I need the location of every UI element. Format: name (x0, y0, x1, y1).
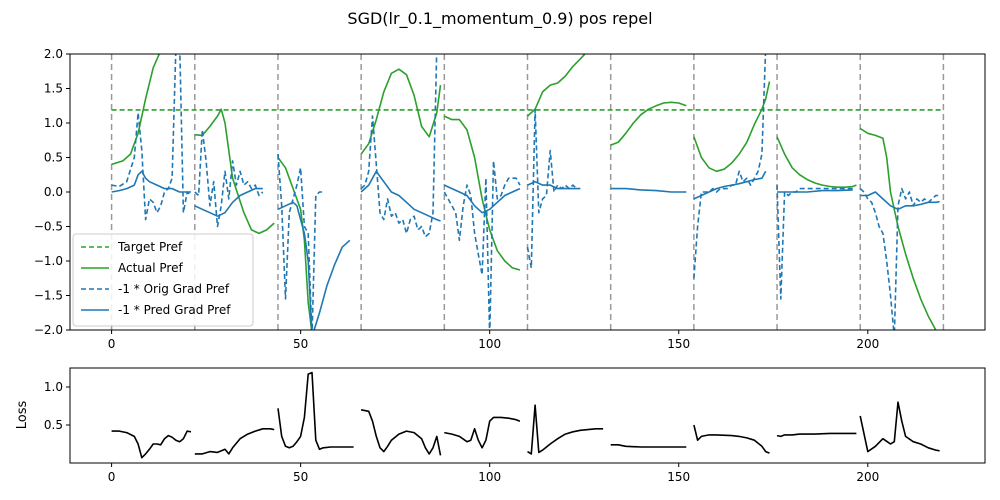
series-1-pred-grad-pref-segment-4 (360, 170, 441, 222)
series-loss-segment-7 (693, 424, 770, 454)
x-tick-label: 100 (478, 337, 501, 351)
y-tick-label: 1.5 (44, 82, 63, 96)
legend-label-2: -1 * Orig Grad Pref (118, 282, 230, 296)
series-1-pred-grad-pref-segment-3 (313, 239, 351, 330)
loss-axis-label: Loss (15, 401, 30, 430)
x-tick-label: 200 (856, 470, 879, 484)
series-1-orig-grad-pref-segment-4 (443, 160, 521, 330)
series-actual-pref-segment-1 (194, 108, 275, 235)
loss-series-layer (111, 371, 940, 459)
series-loss-segment-5 (527, 404, 604, 455)
series-1-pred-grad-pref-segment-5 (443, 184, 521, 214)
series-1-pred-grad-pref-segment-10 (860, 191, 940, 211)
series-actual-pref-segment-8 (776, 136, 857, 188)
series-actual-pref-segment-4 (443, 115, 521, 271)
series-actual-pref-segment-6 (610, 101, 687, 146)
series-loss-segment-3 (360, 409, 442, 456)
y-tick-label: 1.0 (44, 380, 63, 394)
y-tick-label: −1.0 (34, 254, 63, 268)
series-actual-pref-segment-5 (526, 54, 586, 117)
x-tick-label: 150 (667, 337, 690, 351)
top-chart: 0 50 100 150 200 −2.0 −1.5 −1.0 −0.5 0.0 0.5 1.0 1.5… (34, 47, 986, 351)
x-tick-label: 50 (293, 470, 308, 484)
legend-label-0: Target Pref (117, 240, 183, 254)
legend: Target Pref Actual Pref -1 * Orig Grad Pre… (72, 233, 254, 327)
figure-title: SGD(lr_0.1_momentum_0.9) pos repel (347, 9, 652, 29)
y-tick-label: −1.5 (34, 289, 63, 303)
x-tick-label: 150 (667, 470, 690, 484)
bottom-axes: 0 50 100 150 200 0.5 1.0 (44, 367, 986, 484)
series-1-pred-grad-pref-segment-2 (277, 201, 313, 330)
y-tick-label: −2.0 (34, 323, 63, 337)
plot-frame (69, 367, 986, 464)
x-tick-label: 50 (293, 337, 308, 351)
series-1-orig-grad-pref-segment-3 (360, 54, 438, 238)
x-tick-label: 0 (108, 337, 116, 351)
y-tick-label: −0.5 (34, 220, 63, 234)
series-loss-segment-2 (277, 371, 354, 451)
series-1-orig-grad-pref-segment-0 (111, 54, 192, 221)
y-tick-label: 0.5 (44, 418, 63, 432)
top-axes: 0 50 100 150 200 −2.0 −1.5 −1.0 −0.5 0.0 0.5 1.0 1.5… (34, 47, 986, 351)
series-loss-segment-4 (444, 416, 521, 449)
series-loss-segment-8 (776, 432, 857, 438)
series-actual-pref-segment-7 (693, 81, 771, 173)
y-tick-label: 2.0 (44, 47, 63, 61)
bottom-chart: 0 50 100 150 200 0.5 1.0 Loss (15, 367, 986, 484)
series-loss-segment-6 (610, 443, 687, 448)
series-actual-pref-segment-3 (360, 68, 442, 155)
x-tick-label: 100 (478, 470, 501, 484)
x-tick-label: 200 (856, 337, 879, 351)
series-actual-pref-segment-2 (277, 157, 313, 330)
y-tick-label: 0.5 (44, 151, 63, 165)
series-1-orig-grad-pref-segment-2 (277, 154, 324, 330)
top-series-layer (111, 54, 944, 330)
series-1-pred-grad-pref-segment-9 (777, 189, 853, 193)
series-actual-pref-segment-0 (111, 54, 161, 166)
series-loss-segment-1 (194, 427, 275, 455)
series-1-pred-grad-pref-segment-8 (693, 170, 767, 200)
legend-box (72, 233, 254, 327)
legend-label-3: -1 * Pred Grad Pref (118, 303, 231, 317)
y-tick-label: 1.0 (44, 116, 63, 130)
series-loss-segment-9 (859, 401, 940, 453)
series-1-pred-grad-pref-segment-7 (610, 187, 687, 193)
series-1-pred-grad-pref-segment-1 (194, 187, 263, 217)
y-tick-label: 0.0 (44, 185, 63, 199)
legend-label-1: Actual Pref (118, 261, 183, 275)
series-1-orig-grad-pref-segment-1 (194, 129, 264, 228)
series-1-pred-grad-pref-segment-0 (111, 170, 191, 193)
series-1-pred-grad-pref-segment-6 (527, 180, 581, 190)
series-loss-segment-0 (111, 430, 192, 459)
x-tick-label: 0 (108, 470, 116, 484)
